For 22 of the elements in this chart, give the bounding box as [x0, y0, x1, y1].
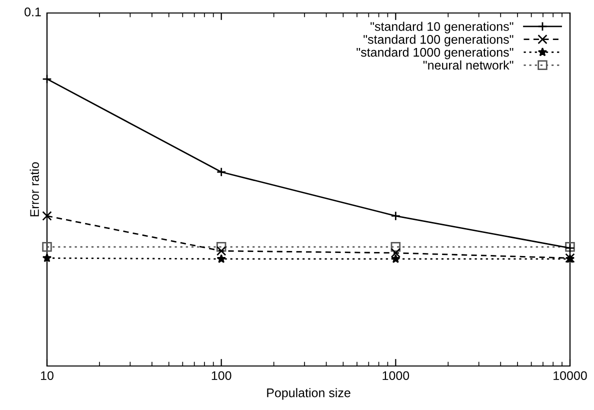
x-tick-label: 10000 [554, 371, 587, 380]
legend-label: "standard 10 generations" [370, 22, 514, 34]
x-tick-label: 10 [41, 371, 54, 380]
point [42, 211, 52, 221]
x-tick-label: 100 [212, 371, 232, 380]
legend-label: "standard 100 generations" [364, 34, 514, 46]
y-axis-title: Error ratio [30, 162, 39, 216]
point [216, 254, 226, 264]
point [390, 242, 401, 252]
point [42, 242, 52, 252]
point [390, 248, 401, 258]
point [216, 167, 226, 177]
x-tick-label: 1000 [382, 371, 410, 380]
point [391, 254, 400, 264]
point [216, 246, 226, 256]
point [42, 253, 52, 262]
legend-label: "neural network" [423, 60, 514, 70]
text: 0.1 [24, 8, 41, 16]
point [216, 242, 226, 252]
legend-label: "standard 1000 generations" [356, 48, 514, 60]
point [390, 211, 401, 221]
x-axis-title: Population size [267, 388, 350, 400]
